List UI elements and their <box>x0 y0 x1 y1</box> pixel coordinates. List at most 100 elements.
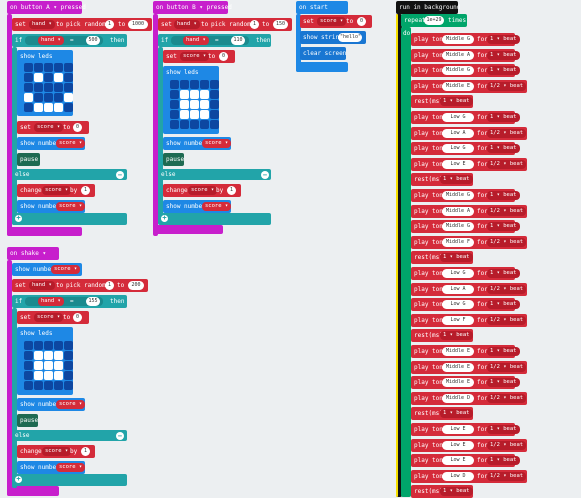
led-cell[interactable] <box>44 73 53 82</box>
random-to-input[interactable]: 200 <box>128 281 144 290</box>
compare-block[interactable] <box>25 297 103 306</box>
beat-dropdown[interactable]: 1 ▾ beat <box>487 50 520 60</box>
hand-variable[interactable]: hand ▾ <box>38 297 64 306</box>
score-variable[interactable]: score ▾ <box>51 265 81 274</box>
led-cell[interactable] <box>190 110 199 119</box>
led-cell[interactable] <box>54 83 63 92</box>
led-cell[interactable] <box>44 63 53 72</box>
remove-else-icon[interactable]: − <box>261 171 269 179</box>
led-cell[interactable] <box>64 73 73 82</box>
led-cell[interactable] <box>170 120 179 129</box>
led-cell[interactable] <box>180 80 189 89</box>
compare-block[interactable] <box>25 36 103 45</box>
led-cell[interactable] <box>190 90 199 99</box>
led-cell[interactable] <box>34 361 43 370</box>
pause-block[interactable] <box>17 153 40 166</box>
clear-screen-block[interactable] <box>300 47 346 60</box>
change-value[interactable]: 1 <box>227 186 236 195</box>
note-picker[interactable]: Low E <box>442 425 474 434</box>
led-cell[interactable] <box>34 351 43 360</box>
led-cell[interactable] <box>64 361 73 370</box>
note-picker[interactable]: Low G <box>442 113 474 122</box>
event-hat[interactable] <box>296 1 348 14</box>
beat-dropdown[interactable]: 1 ▾ beat <box>487 347 520 356</box>
random-from-input[interactable]: 1 <box>105 281 114 290</box>
led-cell[interactable] <box>44 341 53 350</box>
beat-dropdown[interactable]: 1/2 ▾ beat <box>487 440 527 450</box>
led-cell[interactable] <box>24 103 33 112</box>
led-cell[interactable] <box>64 103 73 112</box>
note-picker[interactable]: Low G <box>442 144 474 154</box>
led-cell[interactable] <box>34 83 43 92</box>
led-cell[interactable] <box>24 83 33 92</box>
led-cell[interactable] <box>44 103 53 112</box>
score-dropdown[interactable]: score ▾ <box>34 123 64 132</box>
note-picker[interactable]: Middle F <box>442 237 474 247</box>
note-picker[interactable]: Middle G <box>442 66 474 76</box>
score-variable[interactable]: score ▾ <box>56 463 86 472</box>
hand-variable[interactable]: hand ▾ <box>38 36 64 45</box>
led-cell[interactable] <box>170 100 179 109</box>
note-picker[interactable]: Low E <box>442 440 474 450</box>
add-else-icon[interactable]: + <box>15 214 22 222</box>
led-cell[interactable] <box>24 63 33 72</box>
led-cell[interactable] <box>200 80 209 89</box>
random-to-input[interactable]: 150 <box>273 20 288 29</box>
score-variable[interactable]: score ▾ <box>202 139 232 148</box>
note-picker[interactable]: Middle A <box>442 50 474 60</box>
led-cell[interactable] <box>190 100 199 109</box>
beat-dropdown[interactable]: 1/2 ▾ beat <box>487 206 527 216</box>
led-cell[interactable] <box>54 351 63 360</box>
led-cell[interactable] <box>200 100 209 109</box>
led-cell[interactable] <box>54 93 63 102</box>
note-picker[interactable]: Low D <box>442 471 474 481</box>
led-cell[interactable] <box>34 63 43 72</box>
led-cell[interactable] <box>54 381 63 390</box>
led-cell[interactable] <box>24 351 33 360</box>
led-cell[interactable] <box>34 103 43 112</box>
led-cell[interactable] <box>44 381 53 390</box>
led-cell[interactable] <box>54 361 63 370</box>
led-cell[interactable] <box>34 341 43 350</box>
led-cell[interactable] <box>34 73 43 82</box>
led-cell[interactable] <box>200 110 209 119</box>
note-picker[interactable]: Middle E <box>442 362 474 372</box>
compare-value[interactable]: 500 <box>86 36 100 45</box>
note-picker[interactable]: Low G <box>442 269 474 278</box>
beat-dropdown[interactable]: 1 ▾ beat <box>487 378 520 388</box>
led-cell[interactable] <box>34 371 43 380</box>
string-input[interactable]: "hello" <box>338 33 362 42</box>
led-cell[interactable] <box>180 120 189 129</box>
led-cell[interactable] <box>54 103 63 112</box>
event-hat[interactable] <box>153 1 228 14</box>
led-cell[interactable] <box>200 120 209 129</box>
hand-dropdown[interactable]: hand ▾ <box>174 20 200 29</box>
beat-dropdown[interactable]: 1/2 ▾ beat <box>487 315 527 325</box>
random-from-input[interactable]: 1 <box>250 20 259 29</box>
beat-dropdown[interactable]: 1 ▾ beat <box>487 35 520 44</box>
beat-dropdown[interactable]: 1/2 ▾ beat <box>487 159 527 169</box>
beat-dropdown[interactable]: 1 ▾ beat <box>487 300 520 310</box>
set-value[interactable]: 0 <box>219 52 228 61</box>
note-picker[interactable]: Middle G <box>442 35 474 44</box>
beat-dropdown[interactable]: 1 ▾ beat <box>440 253 473 263</box>
led-cell[interactable] <box>64 341 73 350</box>
led-cell[interactable] <box>210 80 219 89</box>
led-cell[interactable] <box>24 341 33 350</box>
beat-dropdown[interactable]: 1 ▾ beat <box>487 144 520 154</box>
led-cell[interactable] <box>170 110 179 119</box>
led-cell[interactable] <box>24 381 33 390</box>
set-value[interactable]: 0 <box>73 313 82 322</box>
set-value[interactable]: 0 <box>357 17 366 26</box>
led-cell[interactable] <box>64 371 73 380</box>
led-cell[interactable] <box>44 93 53 102</box>
score-variable[interactable]: score ▾ <box>56 400 86 409</box>
led-cell[interactable] <box>64 63 73 72</box>
led-cell[interactable] <box>200 90 209 99</box>
note-picker[interactable]: Middle E <box>442 81 474 91</box>
pause-block[interactable] <box>163 153 184 166</box>
add-else-icon[interactable]: + <box>15 475 22 483</box>
note-picker[interactable]: Middle E <box>442 347 474 356</box>
note-picker[interactable]: Low A <box>442 284 474 294</box>
random-to-input[interactable]: 1000 <box>128 20 148 29</box>
